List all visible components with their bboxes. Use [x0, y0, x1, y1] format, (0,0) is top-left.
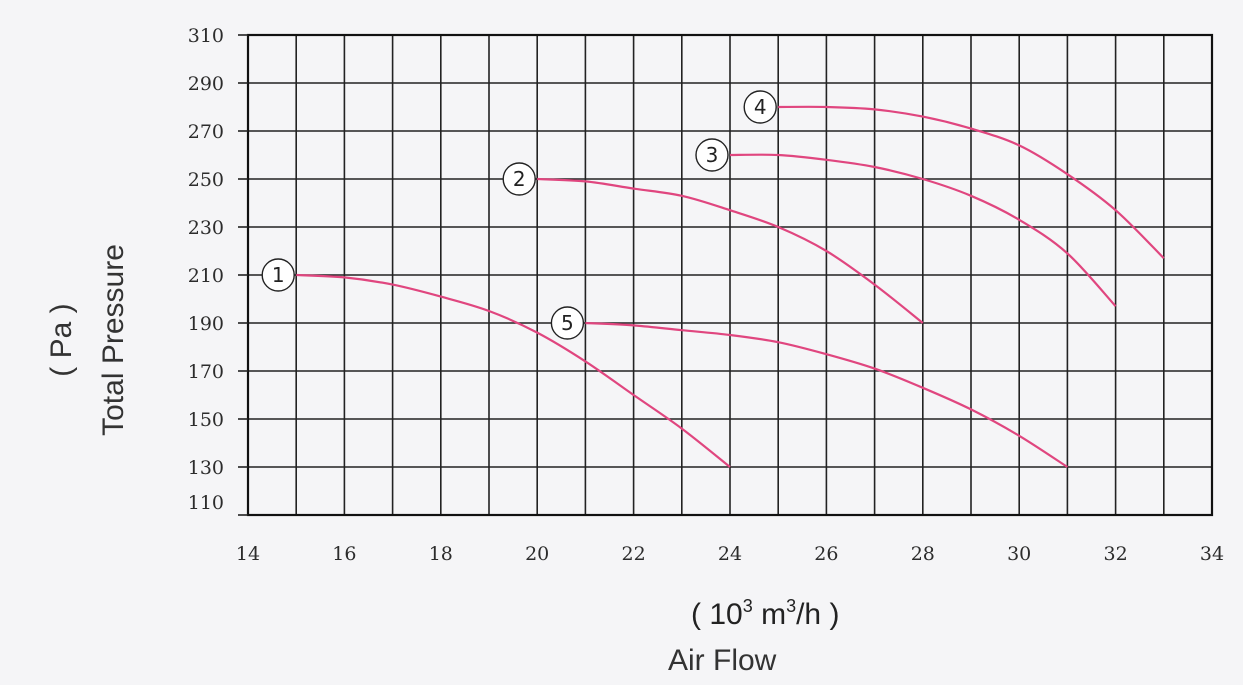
y-tick-label: 130	[188, 457, 224, 479]
series-marker-label-4: 4	[754, 95, 767, 119]
x-tick-label: 16	[332, 543, 356, 565]
series-marker-label-2: 2	[513, 167, 526, 191]
series-marker-circle-5	[550, 306, 585, 340]
x-tick-label: 18	[429, 543, 453, 565]
series-marker-label-5: 5	[561, 311, 574, 335]
y-tick-label: 250	[188, 169, 224, 191]
x-axis-title: Air Flow	[668, 644, 777, 677]
y-tick-label: 170	[188, 361, 224, 383]
y-tick-label: 110	[188, 492, 224, 514]
series-line-1	[296, 273, 731, 468]
series-marker-circle-2	[502, 162, 536, 196]
series-line-3	[729, 153, 1117, 307]
y-tick-label: 230	[188, 217, 224, 239]
y-axis-label: ( Pa ) Total Pressure	[36, 244, 140, 436]
series-marker-label-1: 1	[272, 263, 285, 287]
x-tick-label: 20	[525, 543, 549, 565]
y-tick-label: 210	[188, 265, 224, 287]
y-tick-label: 270	[188, 121, 224, 143]
series-marker-circle-4	[743, 90, 777, 124]
series-line-4	[778, 105, 1165, 259]
y-tick-label: 190	[188, 313, 224, 335]
y-axis-unit: ( Pa )	[45, 303, 78, 377]
y-axis-title: Total Pressure	[97, 244, 130, 436]
performance-curves	[296, 105, 1165, 468]
x-tick-label: 34	[1200, 543, 1224, 565]
series-line-5	[585, 321, 1068, 468]
chart-grid	[238, 33, 1214, 517]
series-marker-circle-1	[261, 258, 295, 292]
series-marker-circle-3	[695, 138, 729, 172]
curve-markers: 1 2 3 4 5	[261, 90, 777, 340]
x-tick-label: 22	[622, 543, 646, 565]
x-tick-label: 24	[718, 543, 742, 565]
series-marker-label-3: 3	[706, 143, 719, 167]
y-tick-label: 310	[188, 25, 224, 47]
y-tick-label: 150	[188, 409, 224, 431]
x-tick-label: 26	[814, 543, 838, 565]
x-tick-label: 14	[236, 543, 260, 565]
series-line-2	[537, 177, 924, 324]
x-tick-label: 28	[911, 543, 935, 565]
x-tick-label: 32	[1104, 543, 1128, 565]
x-tick-label: 30	[1007, 543, 1031, 565]
y-tick-label: 290	[188, 73, 224, 95]
x-axis-unit: ( 103 m3/h )	[691, 596, 840, 631]
